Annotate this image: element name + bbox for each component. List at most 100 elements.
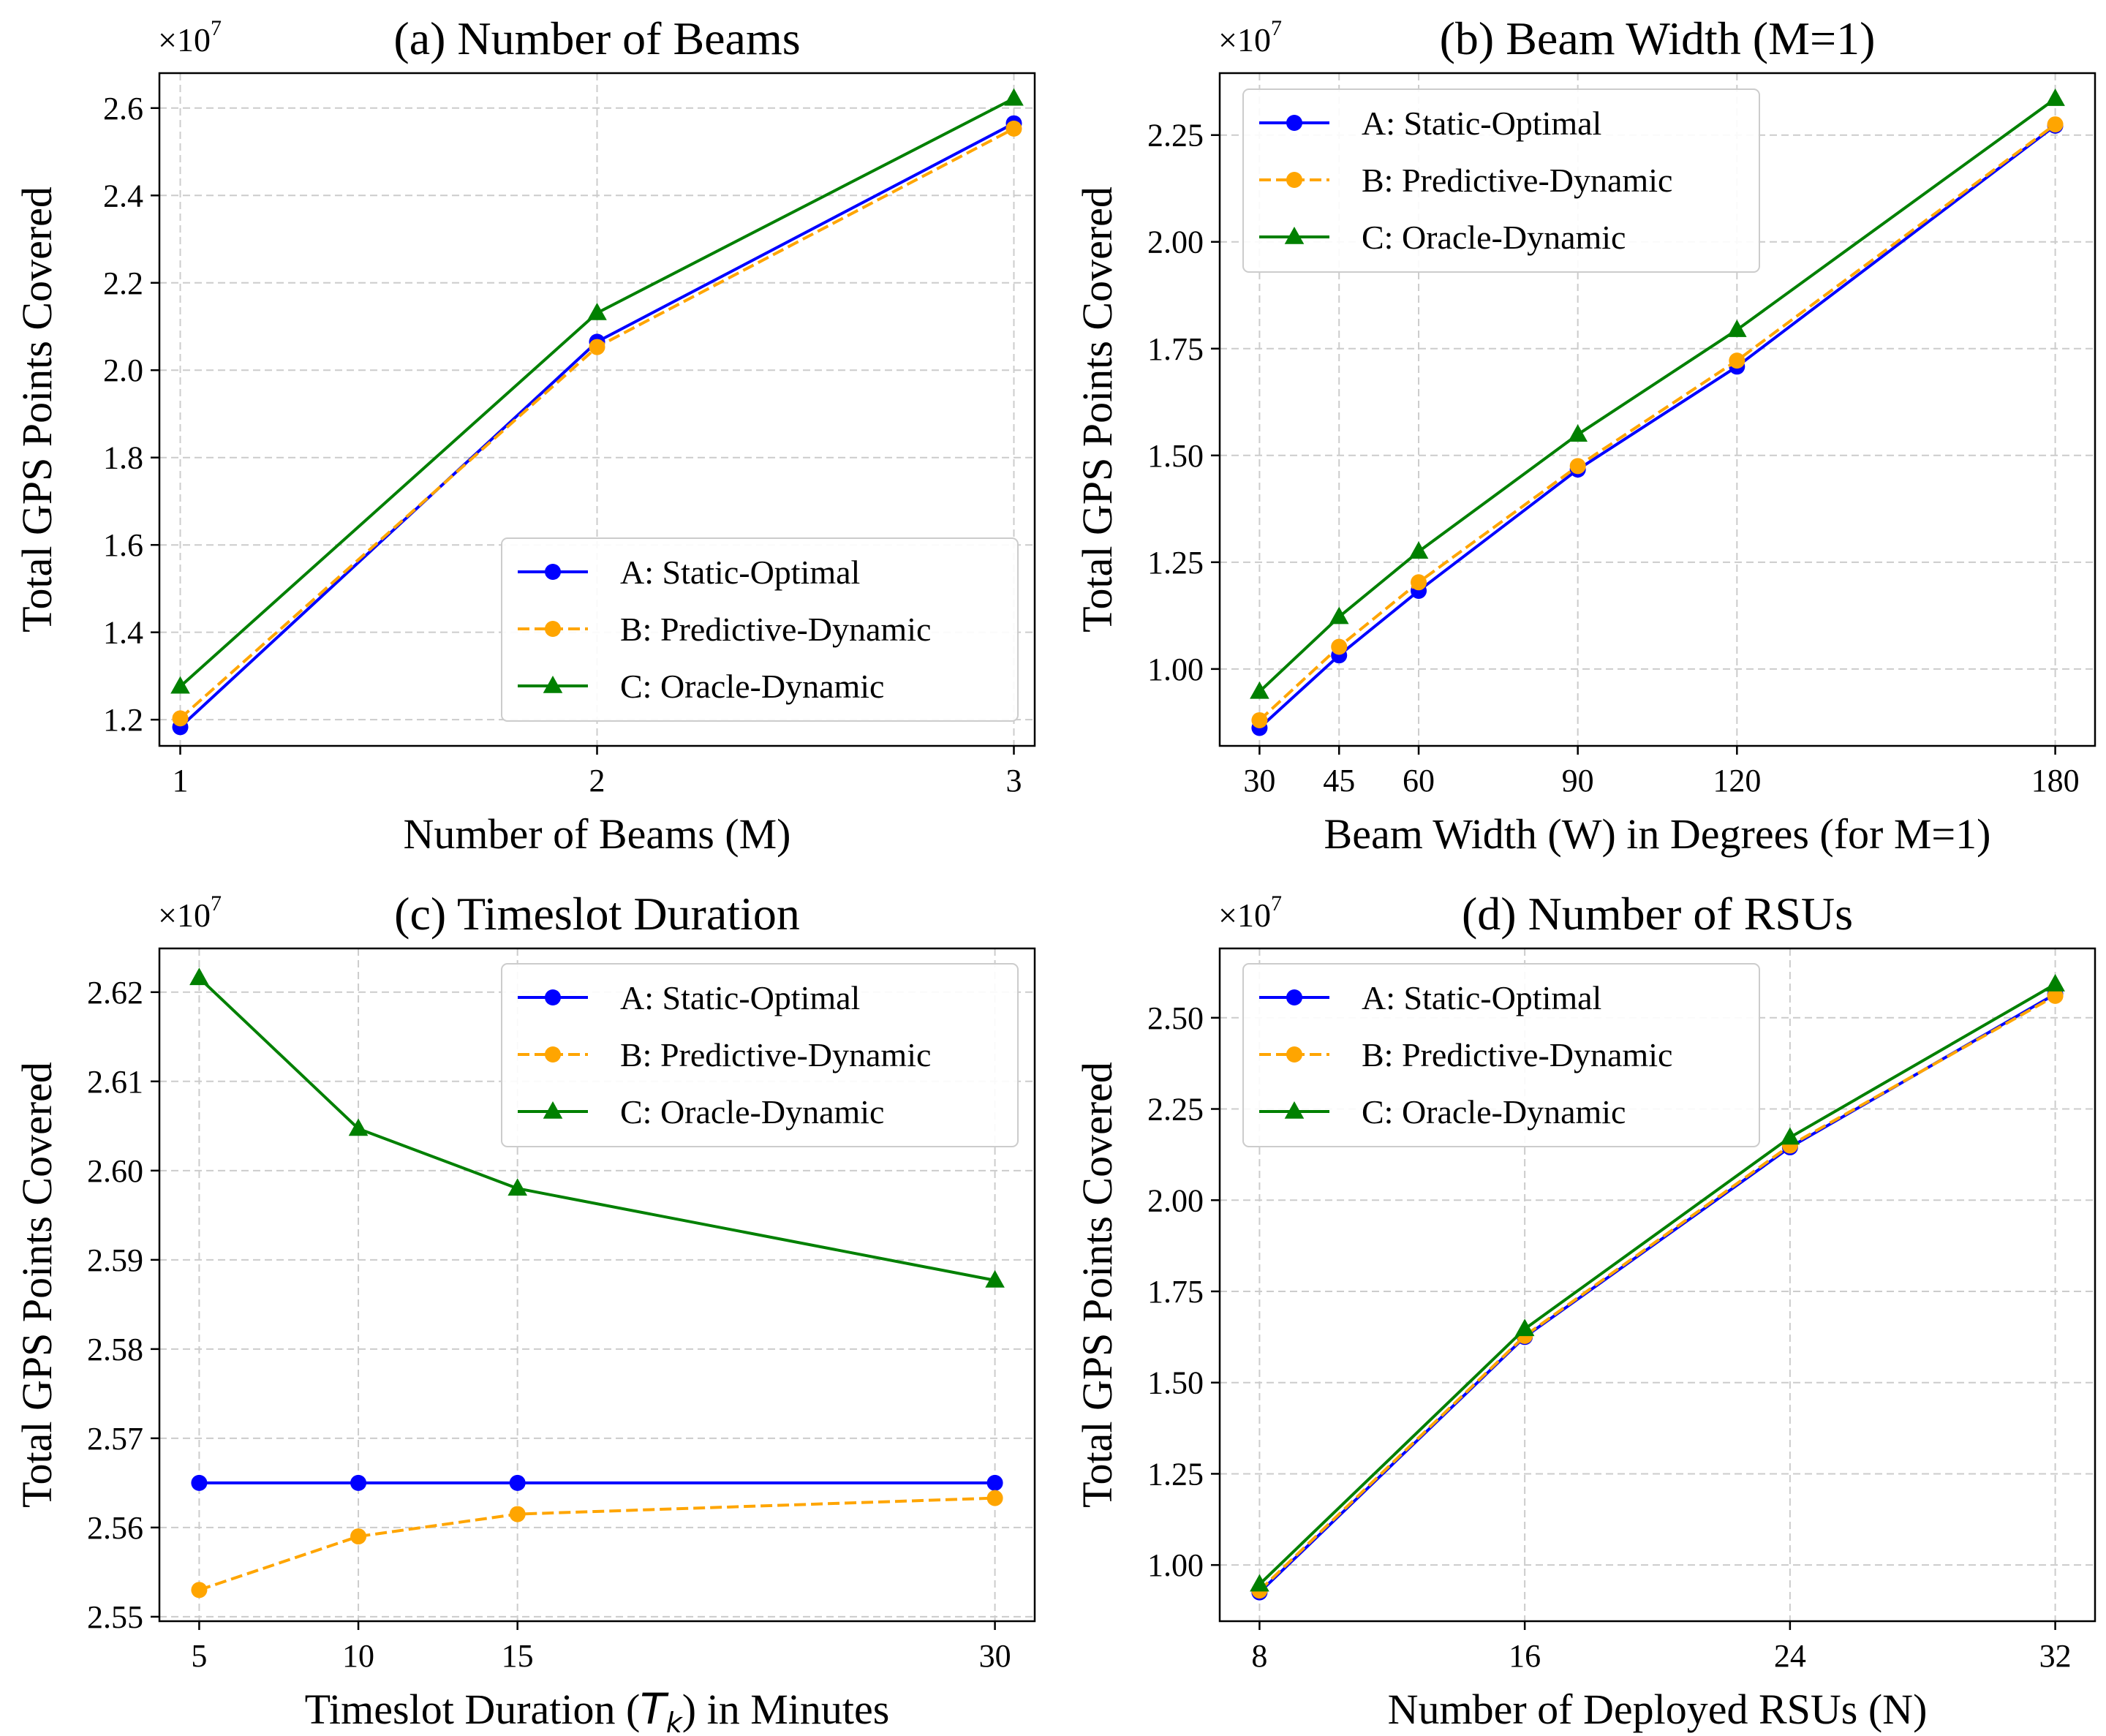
y-tick-label: 2.25 xyxy=(1147,118,1204,154)
x-tick-label: 3 xyxy=(1006,763,1022,799)
y-axis-label: Total GPS Points Covered xyxy=(13,1062,61,1508)
data-point-triangle xyxy=(1514,1318,1535,1337)
legend-label: B: Predictive-Dynamic xyxy=(620,1036,931,1073)
x-tick-label: 2 xyxy=(589,763,605,799)
legend-marker-circle xyxy=(545,621,561,637)
y-tick-label: 1.8 xyxy=(103,440,143,476)
x-axis-label: Number of Deployed RSUs (N) xyxy=(1388,1686,1928,1733)
data-point-circle xyxy=(986,1474,1003,1491)
data-point-triangle xyxy=(2045,88,2065,106)
legend: A: Static-Optimal B: Predictive-Dynamic C:… xyxy=(501,963,1019,1147)
series-oracle-dynamic xyxy=(1250,973,2065,1592)
data-point-triangle xyxy=(985,1269,1005,1288)
legend-marker-circle xyxy=(1286,172,1302,188)
data-point-circle xyxy=(1251,712,1268,728)
y-tick-label: 1.25 xyxy=(1147,545,1204,581)
x-tick-label: 8 xyxy=(1251,1638,1267,1674)
x-tick-label: 5 xyxy=(191,1638,207,1674)
data-point-triangle xyxy=(1780,1127,1800,1145)
y-tick-label: 1.00 xyxy=(1147,652,1204,687)
x-tick-label: 30 xyxy=(1243,763,1275,799)
legend-marker-triangle xyxy=(1284,227,1305,244)
axes-frame xyxy=(1218,947,2096,1623)
data-point-circle xyxy=(1005,120,1022,137)
y-tick-label: 1.2 xyxy=(103,702,143,738)
y-axis-label: Total GPS Points Covered xyxy=(1073,1062,1121,1508)
x-tick-label: 30 xyxy=(979,1638,1011,1674)
y-tick-label: 2.61 xyxy=(87,1064,143,1100)
y-axis-label: Total GPS Points Covered xyxy=(13,186,61,633)
panel-d: 8 16 24 32 1.00 1.25 1.50 1.75 2.00 2.25 2.50 (d) N… xyxy=(1073,888,2096,1733)
y-multiplier: ×107 xyxy=(158,891,222,934)
data-point-circle xyxy=(1729,352,1745,369)
legend-marker-circle xyxy=(545,989,561,1005)
legend-label: C: Oracle-Dynamic xyxy=(1362,1093,1626,1131)
data-point-triangle xyxy=(1568,424,1588,442)
y-multiplier-base: ×10 xyxy=(1218,21,1271,59)
data-point-circle xyxy=(2047,116,2064,133)
legend-label: B: Predictive-Dynamic xyxy=(620,611,931,648)
panel-b: 30 45 60 90 120 180 1.00 1.25 1.50 1.75 2.00 2.25 (b… xyxy=(1073,12,2096,858)
y-tick-label: 2.25 xyxy=(1147,1092,1204,1128)
series-line xyxy=(1258,124,2056,729)
data-point-circle xyxy=(350,1528,367,1545)
x-tick-label: 32 xyxy=(2039,1638,2072,1674)
x-tick-label: 120 xyxy=(1713,763,1761,799)
legend-label: C: Oracle-Dynamic xyxy=(620,668,884,705)
y-tick-label: 2.55 xyxy=(87,1599,143,1635)
legend-marker-circle xyxy=(1286,1046,1302,1063)
series-line xyxy=(198,976,995,1282)
data-point-circle xyxy=(509,1506,526,1522)
legend-marker-triangle xyxy=(543,1101,563,1119)
y-multiplier-base: ×10 xyxy=(158,897,211,934)
x-axis-label-symbol: T xyxy=(640,1684,669,1734)
chart-title: (a) Number of Beams xyxy=(393,12,800,64)
legend-marker-circle xyxy=(1286,989,1302,1005)
y-tick-label: 2.60 xyxy=(87,1153,143,1189)
panel-a: 1 2 3 1.2 1.4 1.6 1.8 2.0 2.2 2.4 2.6 (a) Number of… xyxy=(13,12,1036,858)
legend-marker-triangle xyxy=(1284,1101,1305,1119)
legend-box xyxy=(1242,88,1760,273)
legend-label: A: Static-Optimal xyxy=(1362,979,1601,1016)
y-tick-label: 2.57 xyxy=(87,1421,143,1457)
x-tick-label: 90 xyxy=(1562,763,1594,799)
y-multiplier-exponent: 7 xyxy=(1271,891,1282,916)
data-point-triangle xyxy=(2045,973,2065,992)
y-tick-label: 2.00 xyxy=(1147,224,1204,260)
y-tick-label: 2.6 xyxy=(103,91,143,127)
series-predictive-dynamic xyxy=(1251,116,2064,728)
data-point-triangle xyxy=(1329,606,1349,624)
data-point-triangle xyxy=(348,1118,369,1136)
x-tick-label: 15 xyxy=(502,1638,534,1674)
data-point-triangle xyxy=(189,967,209,986)
y-tick-label: 1.4 xyxy=(103,615,143,651)
y-tick-label: 2.50 xyxy=(1147,1000,1204,1036)
legend: A: Static-Optimal B: Predictive-Dynamic C:… xyxy=(1242,963,1760,1147)
data-point-circle xyxy=(350,1474,367,1491)
series-oracle-dynamic xyxy=(189,967,1005,1288)
legend-label: C: Oracle-Dynamic xyxy=(620,1093,884,1131)
y-multiplier: ×107 xyxy=(1218,891,1282,934)
data-point-circle xyxy=(986,1490,1003,1506)
legend-marker-circle xyxy=(1286,115,1302,131)
series-line xyxy=(1258,995,2056,1592)
x-tick-label: 180 xyxy=(2031,763,2080,799)
x-tick-label: 60 xyxy=(1403,763,1435,799)
y-tick-label: 1.50 xyxy=(1147,438,1204,474)
legend-label: B: Predictive-Dynamic xyxy=(1362,1036,1672,1073)
data-point-circle xyxy=(2047,987,2064,1004)
y-tick-label: 1.00 xyxy=(1147,1547,1204,1583)
data-point-circle xyxy=(1331,638,1348,655)
legend-label: A: Static-Optimal xyxy=(1362,105,1601,142)
y-tick-label: 1.6 xyxy=(103,527,143,563)
y-tick-label: 1.25 xyxy=(1147,1456,1204,1492)
legend-box xyxy=(1242,963,1760,1147)
data-point-triangle xyxy=(1727,320,1747,337)
legend-label: C: Oracle-Dynamic xyxy=(1362,219,1626,256)
y-tick-label: 2.62 xyxy=(87,975,143,1011)
y-multiplier-base: ×10 xyxy=(158,21,211,59)
x-tick-label: 24 xyxy=(1774,1638,1806,1674)
panel-c: 5 10 15 30 2.55 2.56 2.57 2.58 2.59 2.60 2.61 2.62 (… xyxy=(13,888,1036,1736)
series-line xyxy=(1258,123,2056,722)
data-point-triangle xyxy=(587,302,607,320)
